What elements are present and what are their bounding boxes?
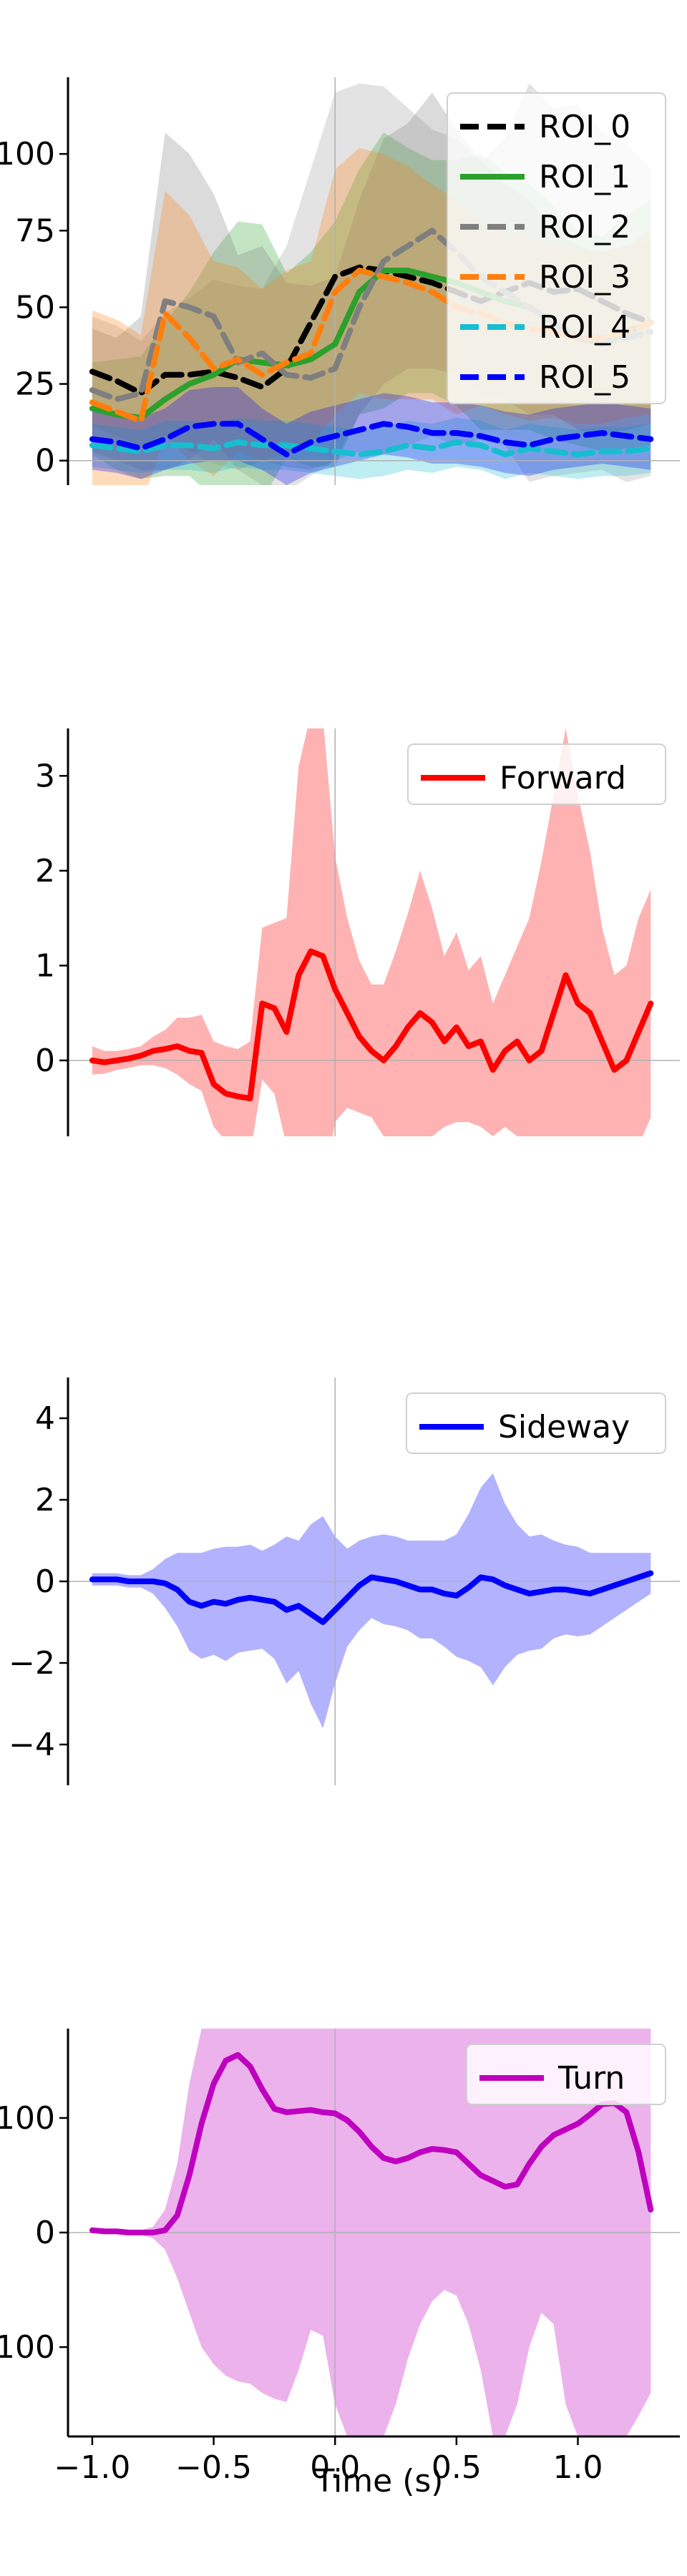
y-tick-label: 0 xyxy=(35,2215,55,2251)
x-tick-label: 0.5 xyxy=(432,2449,482,2486)
legend: Forward xyxy=(407,743,666,805)
legend-label-roi-2: ROI_2 xyxy=(539,209,630,245)
y-tick-label: 2 xyxy=(35,853,55,889)
forward-panel: 0 1 2 3 Forward xyxy=(35,728,680,1136)
y-tick-label: 100 xyxy=(0,2100,55,2137)
y-tick-label: 2 xyxy=(35,1482,55,1518)
y-tick-label: 75 xyxy=(15,213,55,249)
series-line-roi-4 xyxy=(89,439,654,458)
x-tick-label: 1.0 xyxy=(553,2449,603,2486)
legend-label-roi-4: ROI_4 xyxy=(539,309,630,346)
plot-area xyxy=(68,2029,680,2436)
plot-area xyxy=(68,728,680,1136)
y-tick-label: 100 xyxy=(0,136,55,172)
legend-label-sideway: Sideway xyxy=(498,1409,630,1445)
legend-label-roi-0: ROI_0 xyxy=(539,109,630,145)
y-tick-label: 50 xyxy=(15,289,55,326)
band-forward xyxy=(92,728,651,1136)
legend-label-turn: Turn xyxy=(557,2060,625,2097)
series-line-forward xyxy=(89,948,654,1101)
y-tick-label: 25 xyxy=(15,366,55,403)
series-line-sideway xyxy=(89,1570,654,1625)
legend: ROI_0 ROI_1 ROI_2 ROI_3 ROI_4 ROI_5 xyxy=(447,92,666,404)
y-tick-label: 0 xyxy=(35,1563,55,1600)
legend-label-roi-1: ROI_1 xyxy=(539,159,630,195)
x-tick-label: −1.0 xyxy=(54,2449,131,2486)
y-tick-label: 1 xyxy=(35,947,55,984)
series-line-roi-5 xyxy=(89,421,654,458)
sideway-panel: −4 −2 0 2 4 Sideway xyxy=(9,1377,680,1785)
y-tick-label: 3 xyxy=(35,758,55,794)
x-tick-label: −0.5 xyxy=(175,2449,252,2486)
y-tick-label: −2 xyxy=(9,1645,55,1682)
roi-panel: 0 25 50 75 100 ROI_0 ROI_1 ROI_2 ROI_3 ROI_4 ROI_5 xyxy=(0,77,680,485)
y-tick-label: 4 xyxy=(35,1400,55,1437)
legend: Sideway xyxy=(406,1392,666,1454)
legend-label-forward: Forward xyxy=(500,760,626,796)
legend-box xyxy=(466,2044,666,2105)
plot-area xyxy=(68,1377,680,1785)
legend-label-roi-5: ROI_5 xyxy=(539,359,630,396)
legend-label-roi-3: ROI_3 xyxy=(539,259,630,296)
turn-panel: 100 0 100 −1.0 −0.5 0.0 0.5 1.0 Turn xyxy=(0,2029,680,2486)
legend: Turn xyxy=(466,2044,666,2105)
y-tick-label: −4 xyxy=(9,1727,55,1763)
y-tick-label: 0 xyxy=(35,443,55,479)
band-roi-4 xyxy=(92,417,651,479)
band-sideway xyxy=(92,1473,651,1729)
x-axis-label: Time (s) xyxy=(315,2463,444,2499)
legend-box xyxy=(406,1392,666,1454)
y-tick-label: 0 xyxy=(35,1043,55,1079)
x-tick-label: 0.0 xyxy=(310,2449,360,2486)
legend-box xyxy=(407,743,666,805)
y-tick-label: 100 xyxy=(0,2329,55,2366)
series-line-turn xyxy=(89,2051,654,2235)
